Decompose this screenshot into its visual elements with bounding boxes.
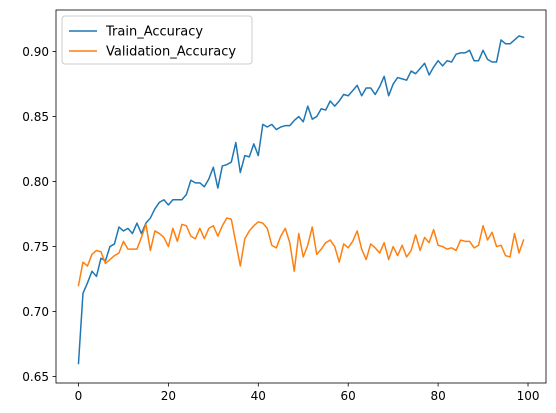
x-tick-label: 60 <box>341 389 356 403</box>
legend-label: Train_Accuracy <box>105 25 203 40</box>
y-axis: 0.65 0.70 0.75 0.80 0.85 0.90 <box>22 45 56 384</box>
y-tick-label: 0.70 <box>22 305 49 319</box>
legend: Train_Accuracy Validation_Accuracy <box>61 15 253 65</box>
y-tick-label: 0.90 <box>22 45 49 59</box>
x-tick-label: 80 <box>430 389 445 403</box>
plot-lines <box>77 35 525 365</box>
x-tick-label: 100 <box>517 389 540 403</box>
legend-box <box>61 15 253 65</box>
legend-label: Validation_Accuracy <box>106 45 236 60</box>
y-tick-label: 0.85 <box>22 110 49 124</box>
x-axis: 0 20 40 60 80 100 <box>75 383 540 403</box>
x-tick-label: 20 <box>161 389 176 403</box>
y-tick-label: 0.80 <box>22 175 49 189</box>
series-line-train-accuracy <box>77 35 525 365</box>
x-tick-label: 40 <box>251 389 266 403</box>
y-tick-label: 0.75 <box>22 240 49 254</box>
y-tick-label: 0.65 <box>22 370 49 384</box>
axes-frame <box>55 9 547 384</box>
x-tick-label: 0 <box>75 389 83 403</box>
series-line-validation-accuracy <box>77 217 525 287</box>
